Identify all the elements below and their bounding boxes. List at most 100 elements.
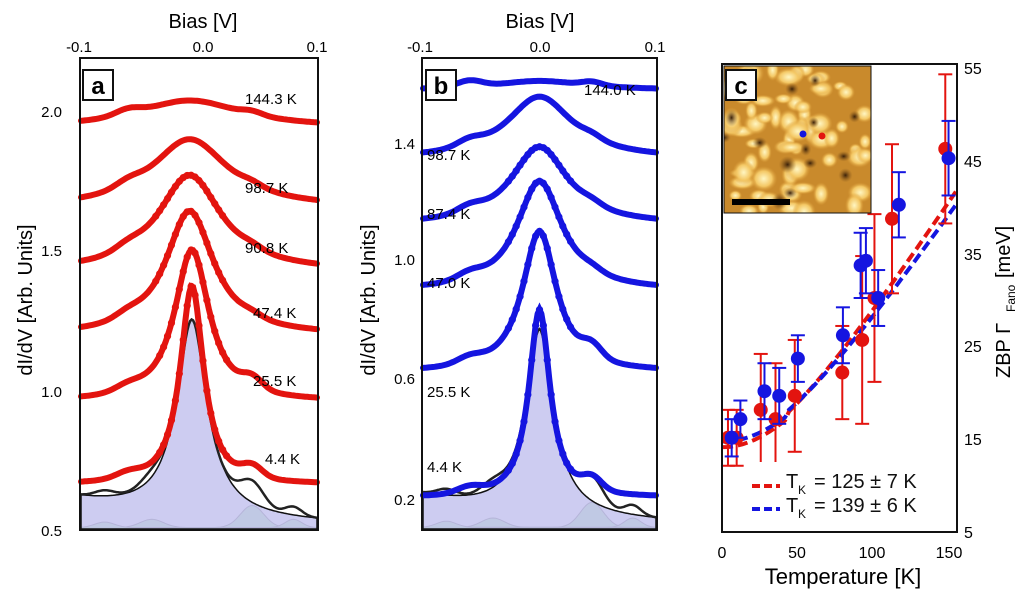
data-marker: [753, 402, 768, 417]
legend-entry-blue: T K = 139 ± 6 K: [752, 495, 917, 521]
panel-a-temp-label-5: 25.5 K: [253, 373, 296, 390]
spectrum-point: [199, 278, 207, 286]
inset-bright-feature: [728, 189, 743, 202]
inset-bright-feature: [750, 165, 778, 192]
inset-dark-feature: [803, 157, 818, 169]
data-marker: [772, 388, 787, 403]
spectrum-point: [183, 253, 191, 261]
panel-b-xtick-1: -0.1: [407, 39, 433, 56]
spectrum-point: [167, 319, 176, 327]
panel-a-temp-label-6: 4.4 K: [265, 451, 300, 468]
spectrum-point: [191, 291, 199, 299]
spectrum-point: [163, 251, 172, 260]
spectrum-point: [160, 261, 168, 269]
spectrum-point: [543, 244, 551, 252]
spectrum-point: [539, 179, 547, 187]
spectrum-point: [563, 315, 571, 323]
inset-dark-feature: [838, 168, 853, 183]
inset-blue-marker: [799, 130, 807, 138]
spectrum-point: [551, 417, 559, 426]
panel-c-letter: c: [734, 73, 747, 100]
spectrum-point: [528, 244, 536, 252]
inset-dark-feature: [724, 132, 731, 143]
inset-dark-feature: [800, 142, 812, 156]
spectrum-point: [508, 459, 516, 468]
panel-c-ylabel: ZBP Γ Fano [meV]: [993, 226, 1018, 378]
inset-bright-feature: [812, 182, 830, 206]
spectrum-point: [559, 305, 567, 313]
inset-bright-feature: [844, 192, 864, 213]
inset-red-marker: [818, 132, 826, 140]
spectrum-point: [195, 261, 203, 269]
spectrum-point: [215, 437, 223, 445]
inset-dark-feature: [836, 151, 851, 162]
panel-b-plot: [420, 77, 659, 530]
inset-dark-feature: [808, 116, 820, 129]
panel-a-temp-label-1: 144.3 K: [245, 91, 297, 108]
panel-a-temp-label-4: 47.4 K: [253, 305, 296, 322]
spectrum-point: [203, 239, 211, 247]
data-marker: [787, 388, 802, 403]
spectrum-curve: [420, 93, 659, 156]
data-marker: [757, 384, 772, 399]
inset-dark-feature: [785, 82, 799, 96]
spectrum-curve: [420, 143, 659, 222]
spectrum-line: [78, 136, 320, 203]
data-marker: [941, 151, 956, 166]
spectrum-point: [555, 436, 563, 445]
legend-background: [749, 462, 954, 520]
legend-red-sub: K: [798, 483, 806, 497]
inset-dark-feature: [809, 74, 821, 87]
spectrum-point: [171, 182, 179, 191]
spectrum-point: [175, 369, 183, 378]
spectrum-curve: [78, 207, 320, 333]
scatter-point: [938, 73, 953, 225]
panel-a-letter: a: [91, 73, 105, 100]
panel-c-ytick-5: 45: [964, 154, 982, 171]
scatter-point: [733, 399, 748, 439]
scatter-point: [787, 338, 802, 453]
spectrum-point: [195, 321, 203, 330]
spectrum-point: [504, 238, 513, 246]
inset-scale-bar: [732, 199, 790, 205]
panel-c-ylabel-unit: [meV]: [993, 226, 1015, 278]
inset-bright-feature: [755, 111, 774, 125]
spectrum-point: [543, 185, 551, 193]
spectrum-point: [551, 156, 559, 164]
spectrum-point: [211, 259, 219, 268]
spectrum-point: [543, 356, 551, 364]
data-marker: [885, 211, 900, 226]
panel-b-temp-label-6: 4.4 K: [427, 459, 462, 476]
panel-a-top-xlabel: Bias [V]: [169, 11, 238, 33]
spectrum-point: [215, 206, 223, 214]
spectrum-point: [528, 356, 536, 364]
spectrum-point: [203, 296, 211, 304]
spectrum-point: [555, 161, 563, 169]
spectrum-point: [551, 203, 559, 211]
spectrum-point: [160, 201, 168, 209]
spectrum-point: [539, 321, 547, 330]
spectrum-curve: [78, 246, 320, 401]
inset-bright-feature: [856, 147, 871, 164]
spectrum-point: [195, 176, 203, 185]
panel-a-xtick-3: 0.1: [307, 39, 328, 56]
panel-b-ytick-1: 0.2: [394, 492, 415, 509]
spectrum-point: [532, 321, 540, 330]
spectrum-point: [211, 200, 219, 208]
data-marker: [835, 365, 850, 380]
spectrum-line: [78, 97, 320, 126]
inset-bright-feature: [773, 67, 804, 87]
spectrum-point: [547, 193, 555, 202]
spectrum-point: [163, 194, 172, 203]
spectrum-point: [191, 211, 199, 219]
spectrum-point: [211, 327, 219, 335]
inset-bright-feature: [820, 152, 838, 168]
panel-b-xtick-3: 0.1: [645, 39, 666, 56]
spectrum-curve: [420, 302, 659, 499]
inset-bright-feature: [732, 159, 755, 186]
spectrum-point: [528, 185, 536, 193]
spectrum-point: [219, 446, 227, 454]
panel-a-ytick-1: 0.5: [41, 523, 62, 540]
spectrum-point: [524, 193, 532, 202]
